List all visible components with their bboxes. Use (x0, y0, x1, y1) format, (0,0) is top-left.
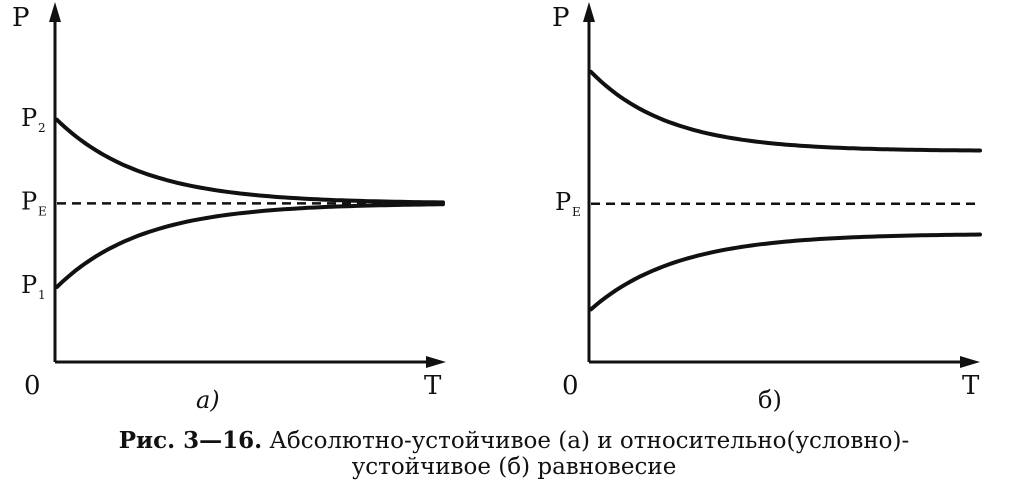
panel-a-y-tick-sub-2: 1 (38, 288, 46, 302)
panel-a-y-tick-label-1: P (21, 187, 37, 215)
figure-caption-text-2: устойчивое (б) равновесие (351, 454, 677, 480)
panel-b-y-arrow-icon (583, 2, 595, 22)
panel-b-y-axis-label: P (552, 3, 570, 33)
panel-b-origin-label: 0 (562, 371, 579, 401)
panel-b-series (589, 69, 982, 312)
panel-a-y-tick-sub-1: E (38, 204, 47, 218)
panel-b-x-arrow-icon (960, 356, 980, 368)
panel-a-series (55, 117, 445, 289)
panel-a-y-arrow-icon (49, 2, 61, 22)
panel-b-label: б) (758, 386, 782, 414)
panel-a-origin-label: 0 (24, 371, 41, 401)
panel-a-y-tick-label-0: P (21, 104, 37, 132)
panel-b-y-tick-label-0: P (555, 188, 571, 216)
panel-b-lower-curve (589, 232, 982, 312)
panel-a-x-arrow-icon (426, 356, 446, 368)
panel-a-lower-curve (55, 202, 445, 289)
panel-a-x-axis-label: T (424, 371, 442, 401)
panel-a-chart: P T 0 а) P 2P EP 1 (12, 2, 446, 414)
figure-caption-number: Рис. 3—16. (118, 427, 263, 454)
panel-a-y-ticks: P 2P EP 1 (21, 104, 47, 302)
figure-caption-line-1: Рис. 3—16. Абсолютно-устойчивое (а) и от… (0, 427, 1028, 455)
figure-caption-line-2: устойчивое (б) равновесие (0, 454, 1028, 481)
panel-b-upper-curve (589, 69, 982, 153)
panel-b-y-tick-sub-0: E (572, 205, 581, 219)
panel-a-upper-curve (55, 117, 445, 205)
panel-a-y-tick-sub-0: 2 (38, 121, 46, 135)
panel-b-x-axis-label: T (962, 371, 980, 401)
panel-a-y-axis-label: P (12, 3, 30, 33)
panel-a-label: а) (196, 386, 220, 414)
figure-caption-text-1: Абсолютно-устойчивое (а) и относительно(… (262, 428, 910, 454)
panel-a-y-tick-label-2: P (21, 271, 37, 299)
